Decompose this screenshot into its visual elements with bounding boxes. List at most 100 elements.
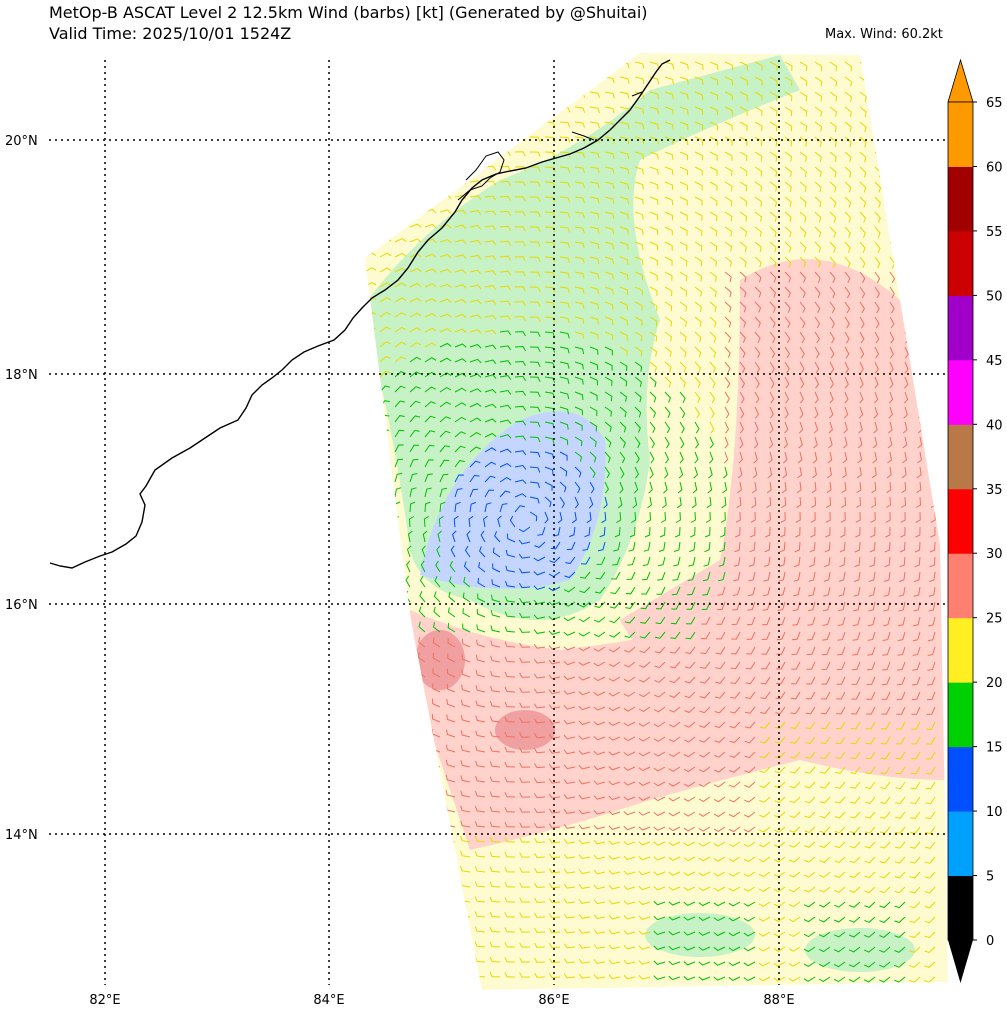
wind-barb xyxy=(379,385,391,393)
wind-barb xyxy=(544,511,549,524)
wind-barb xyxy=(365,148,377,153)
wind-barb xyxy=(698,961,711,966)
wind-barb xyxy=(664,166,674,175)
wind-barb xyxy=(484,210,497,216)
wind-barb xyxy=(379,297,392,303)
wind-barb xyxy=(683,751,696,758)
wind-barb xyxy=(416,834,426,843)
wind-barb xyxy=(469,432,482,438)
wind-barb xyxy=(627,556,636,566)
wind-barb xyxy=(388,651,396,663)
wind-barb xyxy=(574,466,582,478)
wind-barb xyxy=(634,406,642,418)
wind-barb xyxy=(529,226,541,232)
wind-barb xyxy=(851,676,861,685)
wind-barb xyxy=(904,361,909,374)
wind-barb xyxy=(401,804,411,813)
wind-barb xyxy=(559,421,569,430)
wind-barb xyxy=(731,616,741,625)
wind-barb xyxy=(754,196,763,207)
wind-barb xyxy=(904,151,912,163)
wind-barb xyxy=(866,661,876,671)
wind-barb xyxy=(769,121,778,132)
wind-barb xyxy=(519,867,531,873)
wind-barb xyxy=(594,586,606,594)
wind-barb xyxy=(668,721,681,728)
wind-barb xyxy=(794,556,801,568)
wind-barb xyxy=(432,668,441,678)
wind-barb xyxy=(409,487,417,498)
wind-barb xyxy=(698,766,711,773)
wind-barb xyxy=(350,74,361,77)
wind-barb xyxy=(739,346,746,358)
wind-barb xyxy=(918,376,924,389)
wind-barb xyxy=(563,838,576,844)
wind-barb xyxy=(819,781,831,789)
wind-barb xyxy=(563,898,576,904)
wind-barb xyxy=(484,432,497,438)
wind-barb xyxy=(874,316,880,329)
wind-barb xyxy=(533,643,546,649)
wind-barb xyxy=(694,151,703,161)
wind-barb xyxy=(894,901,906,909)
wind-barb xyxy=(829,196,837,208)
wind-barb xyxy=(895,781,906,790)
wind-barb xyxy=(814,136,822,147)
wind-barb xyxy=(743,916,756,922)
lat-label-20n: 20°N xyxy=(5,134,38,149)
wind-barb xyxy=(424,401,436,408)
colorbar-bin xyxy=(948,682,973,748)
wind-barb xyxy=(433,622,441,633)
wind-barb xyxy=(818,901,831,908)
wind-barb xyxy=(634,421,641,433)
wind-barb xyxy=(424,357,437,363)
wind-barb xyxy=(870,526,876,538)
wind-barb xyxy=(407,530,413,543)
wind-barb xyxy=(889,166,897,178)
wind-barb xyxy=(548,689,561,695)
wind-barb xyxy=(764,541,771,553)
wind-barb xyxy=(348,561,352,572)
wind-barb xyxy=(804,856,816,863)
wind-barb xyxy=(639,631,651,639)
wind-barb xyxy=(909,856,921,864)
wind-barb xyxy=(835,751,846,760)
wind-barb xyxy=(379,163,392,168)
wind-barb xyxy=(709,241,718,252)
wind-barb xyxy=(668,766,681,772)
wind-barb xyxy=(589,256,600,264)
wind-barb xyxy=(909,841,921,849)
wind-barb xyxy=(718,556,726,567)
wind-barb xyxy=(489,941,501,948)
wind-barb xyxy=(563,824,576,829)
wind-barb xyxy=(904,301,910,314)
wind-barb xyxy=(679,406,686,419)
wind-barb xyxy=(365,712,366,723)
wind-barb xyxy=(447,638,456,648)
wind-barb xyxy=(634,331,643,342)
wind-barb xyxy=(548,601,561,606)
wind-barb xyxy=(886,466,892,479)
wind-barb xyxy=(534,957,546,963)
wind-barb xyxy=(634,241,644,250)
wind-barb xyxy=(649,256,658,266)
wind-barb xyxy=(708,466,713,479)
wind-barb xyxy=(619,466,625,479)
wind-barb xyxy=(529,271,541,277)
wind-barb xyxy=(754,331,761,344)
wind-barb xyxy=(668,751,681,757)
wind-barb xyxy=(424,149,437,154)
wind-barb xyxy=(371,909,381,918)
wind-barb xyxy=(702,586,711,596)
wind-barb xyxy=(919,256,925,269)
wind-barb xyxy=(365,472,372,483)
wind-barb xyxy=(417,713,426,723)
wind-barb xyxy=(430,834,441,843)
wind-barb xyxy=(912,676,921,686)
wind-barb xyxy=(418,621,426,633)
wind-barb xyxy=(548,748,561,754)
wind-barb xyxy=(910,826,921,834)
wind-barb xyxy=(548,586,561,592)
wind-barb xyxy=(574,406,584,416)
wind-barb xyxy=(490,609,501,618)
